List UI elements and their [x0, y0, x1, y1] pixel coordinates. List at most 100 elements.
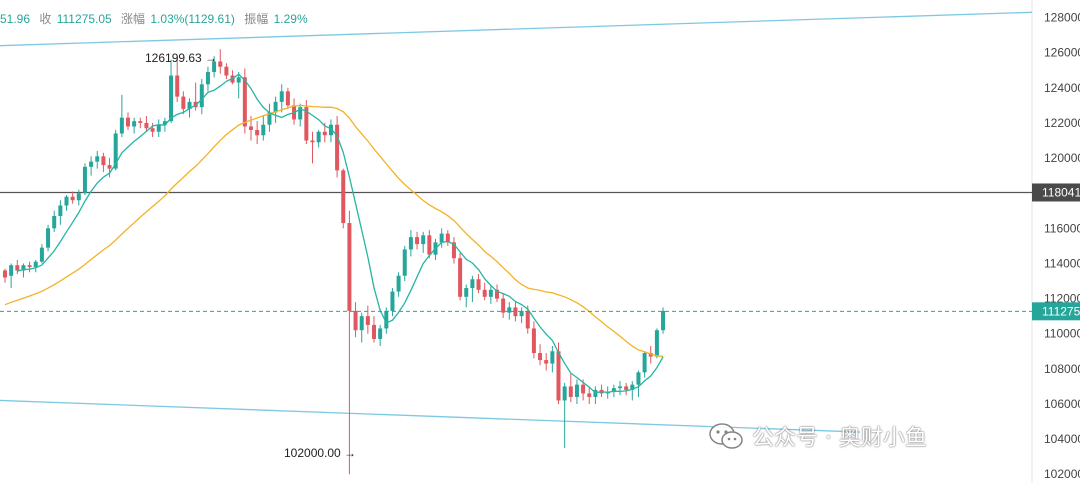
- candle-body: [396, 275, 401, 292]
- candle-body: [593, 389, 598, 397]
- candle-body: [654, 330, 659, 357]
- candle-body: [630, 384, 635, 390]
- candle-body: [470, 279, 475, 289]
- candle-body: [624, 386, 629, 390]
- candle-body: [9, 265, 14, 276]
- wechat-icon: [709, 423, 743, 449]
- candle-body: [562, 386, 567, 401]
- candle-body: [341, 170, 346, 224]
- candle-body: [298, 107, 303, 120]
- candle-body: [587, 393, 592, 397]
- candle-body: [162, 121, 167, 125]
- candle-body: [58, 205, 63, 217]
- candle-body: [488, 289, 493, 297]
- candle-body: [82, 166, 87, 194]
- y-tick-label: 104000: [1044, 432, 1080, 446]
- candle-body: [285, 91, 290, 106]
- candle-body: [661, 310, 666, 331]
- close-label: 收: [39, 12, 52, 26]
- y-tick-label: 110000: [1044, 327, 1080, 341]
- candle-body: [458, 258, 463, 297]
- close-value: 111275.05: [56, 12, 112, 26]
- candle-body: [611, 388, 616, 392]
- y-tick-label: 108000: [1044, 362, 1080, 376]
- candle-body: [310, 140, 315, 143]
- candle-body: [187, 101, 192, 109]
- candle-body: [544, 360, 549, 364]
- candle-body: [175, 75, 180, 97]
- candle-body: [365, 316, 370, 325]
- candle-body: [451, 242, 456, 259]
- candle-body: [156, 124, 161, 132]
- y-tick-label: 114000: [1044, 256, 1080, 270]
- candle-body: [513, 307, 518, 317]
- change-label: 涨幅: [121, 12, 146, 26]
- y-tick-label: 102000: [1044, 467, 1080, 481]
- candle-body: [636, 372, 641, 385]
- candle-body: [642, 353, 647, 373]
- candle-body: [568, 386, 573, 397]
- y-tick-label: 126000: [1044, 46, 1080, 60]
- candle-body: [279, 91, 284, 102]
- candle-body: [507, 307, 512, 313]
- price-header: 51.96 收 111275.05 涨幅 1.03%(1129.61) 振幅 1…: [0, 10, 314, 27]
- candle-body: [150, 128, 155, 132]
- candle-body: [119, 117, 124, 134]
- candle-body: [39, 247, 44, 262]
- candle-body: [556, 351, 561, 401]
- candle-body: [328, 124, 333, 136]
- y-tick-label: 128000: [1044, 11, 1080, 25]
- candle-body: [70, 196, 75, 201]
- candle-body: [335, 124, 340, 171]
- candle-body: [550, 351, 555, 364]
- candle-body: [273, 101, 278, 113]
- candle-body: [113, 133, 118, 169]
- candle-body: [347, 223, 352, 311]
- candle-body: [218, 61, 223, 67]
- candle-body: [95, 156, 100, 162]
- candle-body: [359, 316, 364, 331]
- candle-body: [76, 193, 81, 201]
- current-price-label: 111275: [1042, 304, 1080, 318]
- amplitude-label: 振幅: [244, 12, 269, 26]
- ma-slow-line: [4, 104, 664, 358]
- candle-body: [402, 249, 407, 276]
- candle-body: [64, 196, 69, 206]
- candle-body: [476, 279, 481, 290]
- support-level-tag: [1032, 183, 1080, 202]
- candle-body: [445, 233, 450, 243]
- candle-body: [33, 261, 38, 267]
- candle-body: [495, 289, 499, 299]
- candle-body: [126, 117, 130, 127]
- y-tick-label: 120000: [1044, 151, 1080, 165]
- y-tick-label: 122000: [1044, 116, 1080, 130]
- candle-body: [390, 291, 395, 311]
- open-value: 51.96: [0, 12, 31, 26]
- candle-body: [482, 289, 487, 297]
- candle-body: [169, 75, 174, 122]
- candle-body: [205, 72, 210, 85]
- candle-body: [415, 237, 420, 245]
- candle-body: [304, 107, 309, 141]
- change-value: 1.03%(1129.61): [150, 12, 235, 26]
- candle-body: [107, 165, 112, 169]
- candle-body: [89, 161, 94, 167]
- candle-body: [224, 66, 229, 76]
- candle-body: [199, 84, 204, 108]
- candle-body: [322, 131, 327, 136]
- y-tick-label: 106000: [1044, 397, 1080, 411]
- candle-body: [52, 216, 57, 229]
- candle-body: [538, 353, 543, 361]
- candle-body: [618, 386, 622, 389]
- candle-body: [132, 121, 137, 127]
- candle-body: [101, 156, 106, 166]
- candle-body: [181, 96, 186, 109]
- candle-body: [372, 324, 376, 339]
- ma-fast-line: [17, 73, 664, 394]
- y-tick-label: 112000: [1044, 292, 1080, 306]
- candle-body: [46, 228, 51, 248]
- current-price-tag: [1032, 302, 1080, 321]
- y-tick-label: 116000: [1044, 221, 1080, 235]
- candle-body: [261, 124, 266, 136]
